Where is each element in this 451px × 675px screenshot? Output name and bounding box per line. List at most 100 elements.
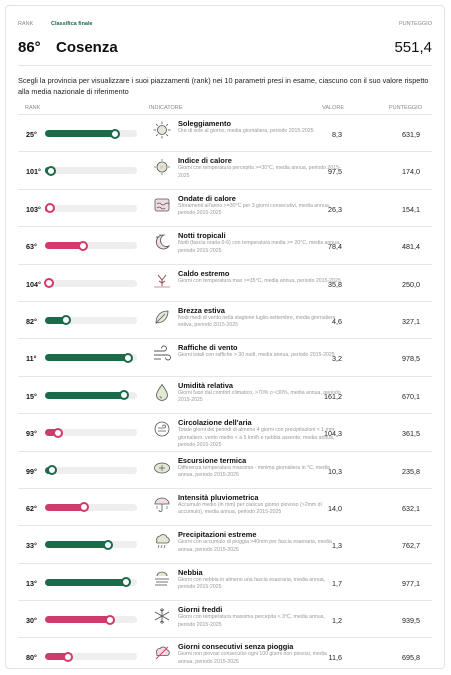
indicator-rank: 15° bbox=[26, 391, 37, 401]
rank-bar bbox=[45, 614, 137, 625]
rank-bar bbox=[45, 577, 137, 588]
indicator-points: 632,1 bbox=[402, 503, 420, 513]
rank-bar-fill bbox=[45, 541, 108, 549]
indicator-points: 361,5 bbox=[402, 429, 420, 439]
column-indicator: INDICATORE bbox=[149, 105, 183, 111]
indicator-points: 631,9 bbox=[402, 130, 420, 139]
rank-bar bbox=[45, 427, 137, 438]
indicator-name: Nebbia bbox=[178, 567, 203, 577]
rank-bar bbox=[45, 240, 137, 251]
indicator-value: 4,6 bbox=[332, 316, 342, 326]
indicator-value: 11,6 bbox=[328, 653, 342, 663]
indicator-row: 33° Precipitazioni estreme Giorni con accu… bbox=[18, 525, 432, 562]
rank-bar bbox=[45, 651, 137, 662]
indicator-value: 78,4 bbox=[328, 242, 342, 252]
rank-bar-knob bbox=[46, 165, 57, 176]
rank-bar-knob bbox=[77, 240, 88, 251]
rank-bar-fill bbox=[45, 653, 68, 661]
indicator-name: Giorni freddi bbox=[178, 605, 223, 615]
indicator-value: 3,2 bbox=[332, 354, 342, 364]
rank-bar-knob bbox=[44, 203, 55, 214]
indicator-list: 25° Soleggiamento Ore di sole al giorno, m… bbox=[18, 114, 432, 675]
indicator-points: 235,8 bbox=[402, 466, 420, 476]
indicator-name: Notti tropicali bbox=[178, 231, 226, 241]
indicator-points: 762,7 bbox=[402, 541, 420, 551]
indicator-row: 63° Notti tropicali Notti (fascia oraria 0… bbox=[18, 226, 432, 263]
indicator-rank: 62° bbox=[26, 503, 37, 513]
rank-bar-knob bbox=[120, 577, 131, 588]
indicator-description: Giorni con temperatura max >=35°C, media… bbox=[178, 277, 341, 284]
indicator-row: 99° Escursione termica Differenza temperat… bbox=[18, 450, 432, 488]
rank-bar-fill bbox=[45, 616, 111, 624]
indicator-description: Giorni con temperatura percepita >=30°C,… bbox=[178, 165, 341, 179]
indicator-points: 977,1 bbox=[402, 578, 420, 588]
indicator-value: 104,3 bbox=[324, 429, 342, 439]
indicator-value: 26,3 bbox=[328, 204, 342, 214]
indicator-value: 1,2 bbox=[332, 616, 342, 626]
rank-bar bbox=[45, 315, 137, 326]
indicator-row: 93° Circolazione dell'aria Totale giorni d… bbox=[18, 413, 432, 450]
indicator-value: 10,3 bbox=[328, 466, 342, 476]
indicator-rank: 80° bbox=[26, 653, 37, 663]
indicator-description: Giorni con accumulo di pioggia >40mm per… bbox=[178, 539, 332, 553]
wind-gust-icon bbox=[154, 345, 171, 361]
indicator-value: 35,8 bbox=[328, 279, 342, 289]
indicator-description: Notti (fascia oraria 0-6) con temperatur… bbox=[178, 240, 341, 254]
indicator-description: Giorni fuori dal comfort climatico, >70%… bbox=[178, 389, 341, 404]
rank-bar-knob bbox=[61, 315, 72, 326]
indicator-value: 14,0 bbox=[328, 503, 342, 513]
rank-bar-knob bbox=[109, 128, 120, 139]
indicator-description: Giorni con nebbia in almeno una fascia e… bbox=[178, 576, 326, 591]
indicator-name: Indice di calore bbox=[178, 156, 232, 166]
indicator-description: Giorni con temperatura massima percepita… bbox=[178, 614, 325, 628]
indicator-row: 13° Nebbia Giorni con nebbia in almeno una… bbox=[18, 562, 432, 600]
rank-bar bbox=[45, 165, 137, 176]
indicator-row: 80° Giorni consecutivi senza pioggia Giorn… bbox=[18, 637, 432, 674]
indicator-value: 8,3 bbox=[332, 130, 342, 139]
indicator-points: 978,5 bbox=[402, 354, 420, 364]
indicator-value: 1,7 bbox=[332, 578, 342, 588]
breeze-icon bbox=[155, 310, 169, 324]
indicator-name: Giorni consecutivi senza pioggia bbox=[178, 642, 294, 652]
heat-index-icon bbox=[154, 159, 170, 176]
rank-bar-fill bbox=[45, 391, 125, 399]
indicator-name: Caldo estremo bbox=[178, 268, 230, 278]
indicator-description: Totale giorni dei periodi di almeno 4 gi… bbox=[178, 427, 335, 449]
rank-bar-knob bbox=[122, 352, 133, 363]
indicator-value: 97,5 bbox=[328, 167, 342, 177]
rank-bar bbox=[45, 465, 137, 476]
rank-bar-knob bbox=[78, 502, 89, 513]
points-label: PUNTEGGIO bbox=[398, 21, 432, 27]
no-rain-icon bbox=[155, 647, 170, 660]
indicator-name: Intensità pluviometrica bbox=[178, 492, 259, 502]
indicator-points: 174,0 bbox=[402, 167, 420, 177]
indicator-name: Precipitazioni estreme bbox=[178, 530, 257, 540]
indicator-description: Ore di sole al giorno, media giornaliera… bbox=[178, 128, 314, 134]
rank-bar-knob bbox=[63, 651, 73, 662]
fog-icon bbox=[155, 571, 169, 586]
rank-bar-fill bbox=[45, 316, 67, 324]
thermal-excursion-icon bbox=[154, 462, 170, 473]
indicator-name: Soleggiamento bbox=[178, 119, 231, 128]
indicator-description: Accumulo medio (in mm) per ciascun giorn… bbox=[178, 501, 322, 516]
rank-bar bbox=[45, 390, 137, 401]
description: Scegli la provincia per visualizzare i s… bbox=[18, 76, 429, 96]
indicator-row: 30° Giorni freddi Giorni con temperatura m… bbox=[18, 600, 432, 637]
rank-bar-fill bbox=[45, 429, 58, 437]
indicator-rank: 25° bbox=[26, 130, 37, 139]
indicator-row: 62° Intensità pluviometrica Accumulo medio… bbox=[18, 487, 432, 525]
indicator-value: 161,2 bbox=[324, 391, 342, 401]
indicator-points: 939,5 bbox=[402, 616, 420, 626]
rank-bar-fill bbox=[45, 578, 126, 586]
indicator-name: Brezza estiva bbox=[178, 305, 225, 315]
indicator-points: 250,0 bbox=[402, 279, 420, 289]
indicator-points: 327,1 bbox=[402, 316, 420, 326]
rank-bar-knob bbox=[119, 390, 130, 401]
indicator-row: 15° Umidità relativa Giorni fuori dal comf… bbox=[18, 375, 432, 413]
indicator-rank: 11° bbox=[26, 354, 37, 364]
air-circulation-icon bbox=[154, 421, 170, 437]
rank-bar bbox=[45, 352, 137, 363]
column-points: PUNTEGGIO bbox=[388, 105, 422, 111]
indicator-description: Sforamenti all'anno >=30°C per 3 giorni … bbox=[178, 202, 331, 217]
rank-bar-knob bbox=[105, 614, 116, 625]
